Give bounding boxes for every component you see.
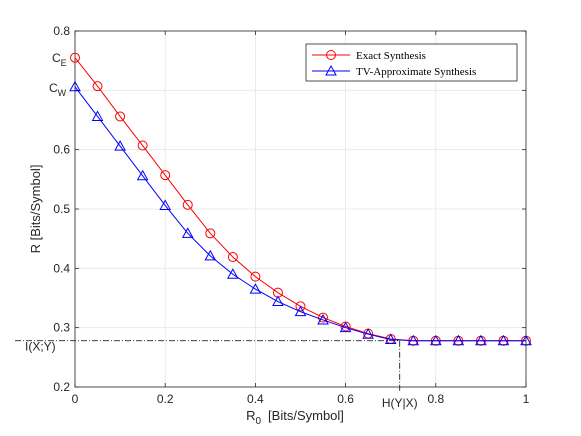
cw-label-main: C [49, 81, 58, 95]
data-point [384, 333, 397, 345]
data-point [520, 334, 532, 346]
data-point [182, 199, 193, 210]
legend-label-exact: Exact Synthesis [356, 50, 426, 62]
ce-label: CE [52, 51, 67, 68]
cw-label: CW [49, 81, 67, 98]
x-tick-label: 0.2 [157, 392, 174, 406]
data-point [227, 252, 238, 263]
x-tick-label: 0.6 [337, 392, 354, 406]
reference-lines [15, 340, 401, 391]
data-point [227, 268, 239, 279]
ixy-label: I(X;Y) [25, 340, 56, 354]
data-point [452, 334, 465, 346]
y-tick-label: 0.8 [53, 24, 70, 38]
legend-box [305, 43, 518, 82]
y-axis-title: R [Bits/Symbol] [28, 165, 43, 254]
data-point [181, 227, 194, 238]
axis-ticks: 0 0.2 0.4 0.6 0.8 10.20.30.40.50.60.8 [53, 24, 529, 406]
data-point [407, 334, 420, 346]
x-axis-title-sub: 0 [255, 416, 261, 427]
legend-marker-tv [325, 64, 337, 76]
y-tick-label: 0.2 [53, 380, 70, 394]
data-point [205, 228, 216, 239]
y-tick-label: 0.6 [53, 143, 70, 157]
series-tv-approximate-synthesis [69, 80, 532, 346]
data-point [160, 170, 171, 181]
data-point [136, 169, 149, 181]
hyx-label: H(Y|X) [382, 396, 418, 410]
x-axis-title-unit: [Bits/Symbol] [268, 408, 344, 423]
y-tick-label: 0.5 [53, 202, 70, 216]
data-point [362, 328, 374, 339]
ce-label-main: C [52, 51, 61, 65]
data-point [69, 80, 81, 92]
data-point [475, 334, 487, 346]
x-axis-title-main: R [246, 408, 255, 423]
ce-label-sub: E [61, 58, 67, 68]
x-tick-label: 0 [72, 392, 79, 406]
data-point [250, 271, 261, 282]
series-layer [69, 52, 532, 346]
cw-label-sub: W [58, 88, 67, 98]
data-point [318, 312, 329, 323]
data-point [317, 313, 329, 325]
data-point [294, 305, 307, 317]
x-tick-label: 0.4 [247, 392, 264, 406]
x-tick-label: 0.8 [427, 392, 444, 406]
series-line [74, 86, 526, 342]
data-point [70, 52, 80, 63]
data-point [137, 140, 148, 151]
x-tick-label: 1 [523, 392, 530, 406]
data-point [204, 249, 217, 261]
y-tick-label: 0.4 [53, 261, 70, 275]
x-axis-title: R0 [Bits/Symbol] [246, 408, 344, 427]
legend-marker-exact [326, 50, 336, 60]
data-point [114, 140, 126, 151]
legend: Exact Synthesis TV-Approximate Synthesis [305, 43, 518, 82]
legend-label-tv: TV-Approximate Synthesis [356, 66, 476, 78]
data-point [295, 301, 306, 312]
data-point [115, 111, 126, 122]
y-tick-label: 0.3 [53, 321, 70, 335]
data-point [272, 295, 284, 307]
data-point [339, 321, 352, 333]
data-point [92, 81, 103, 92]
data-point [159, 199, 172, 210]
data-point [249, 283, 262, 294]
data-point [497, 334, 510, 346]
data-point [429, 334, 442, 346]
data-point [91, 110, 104, 121]
